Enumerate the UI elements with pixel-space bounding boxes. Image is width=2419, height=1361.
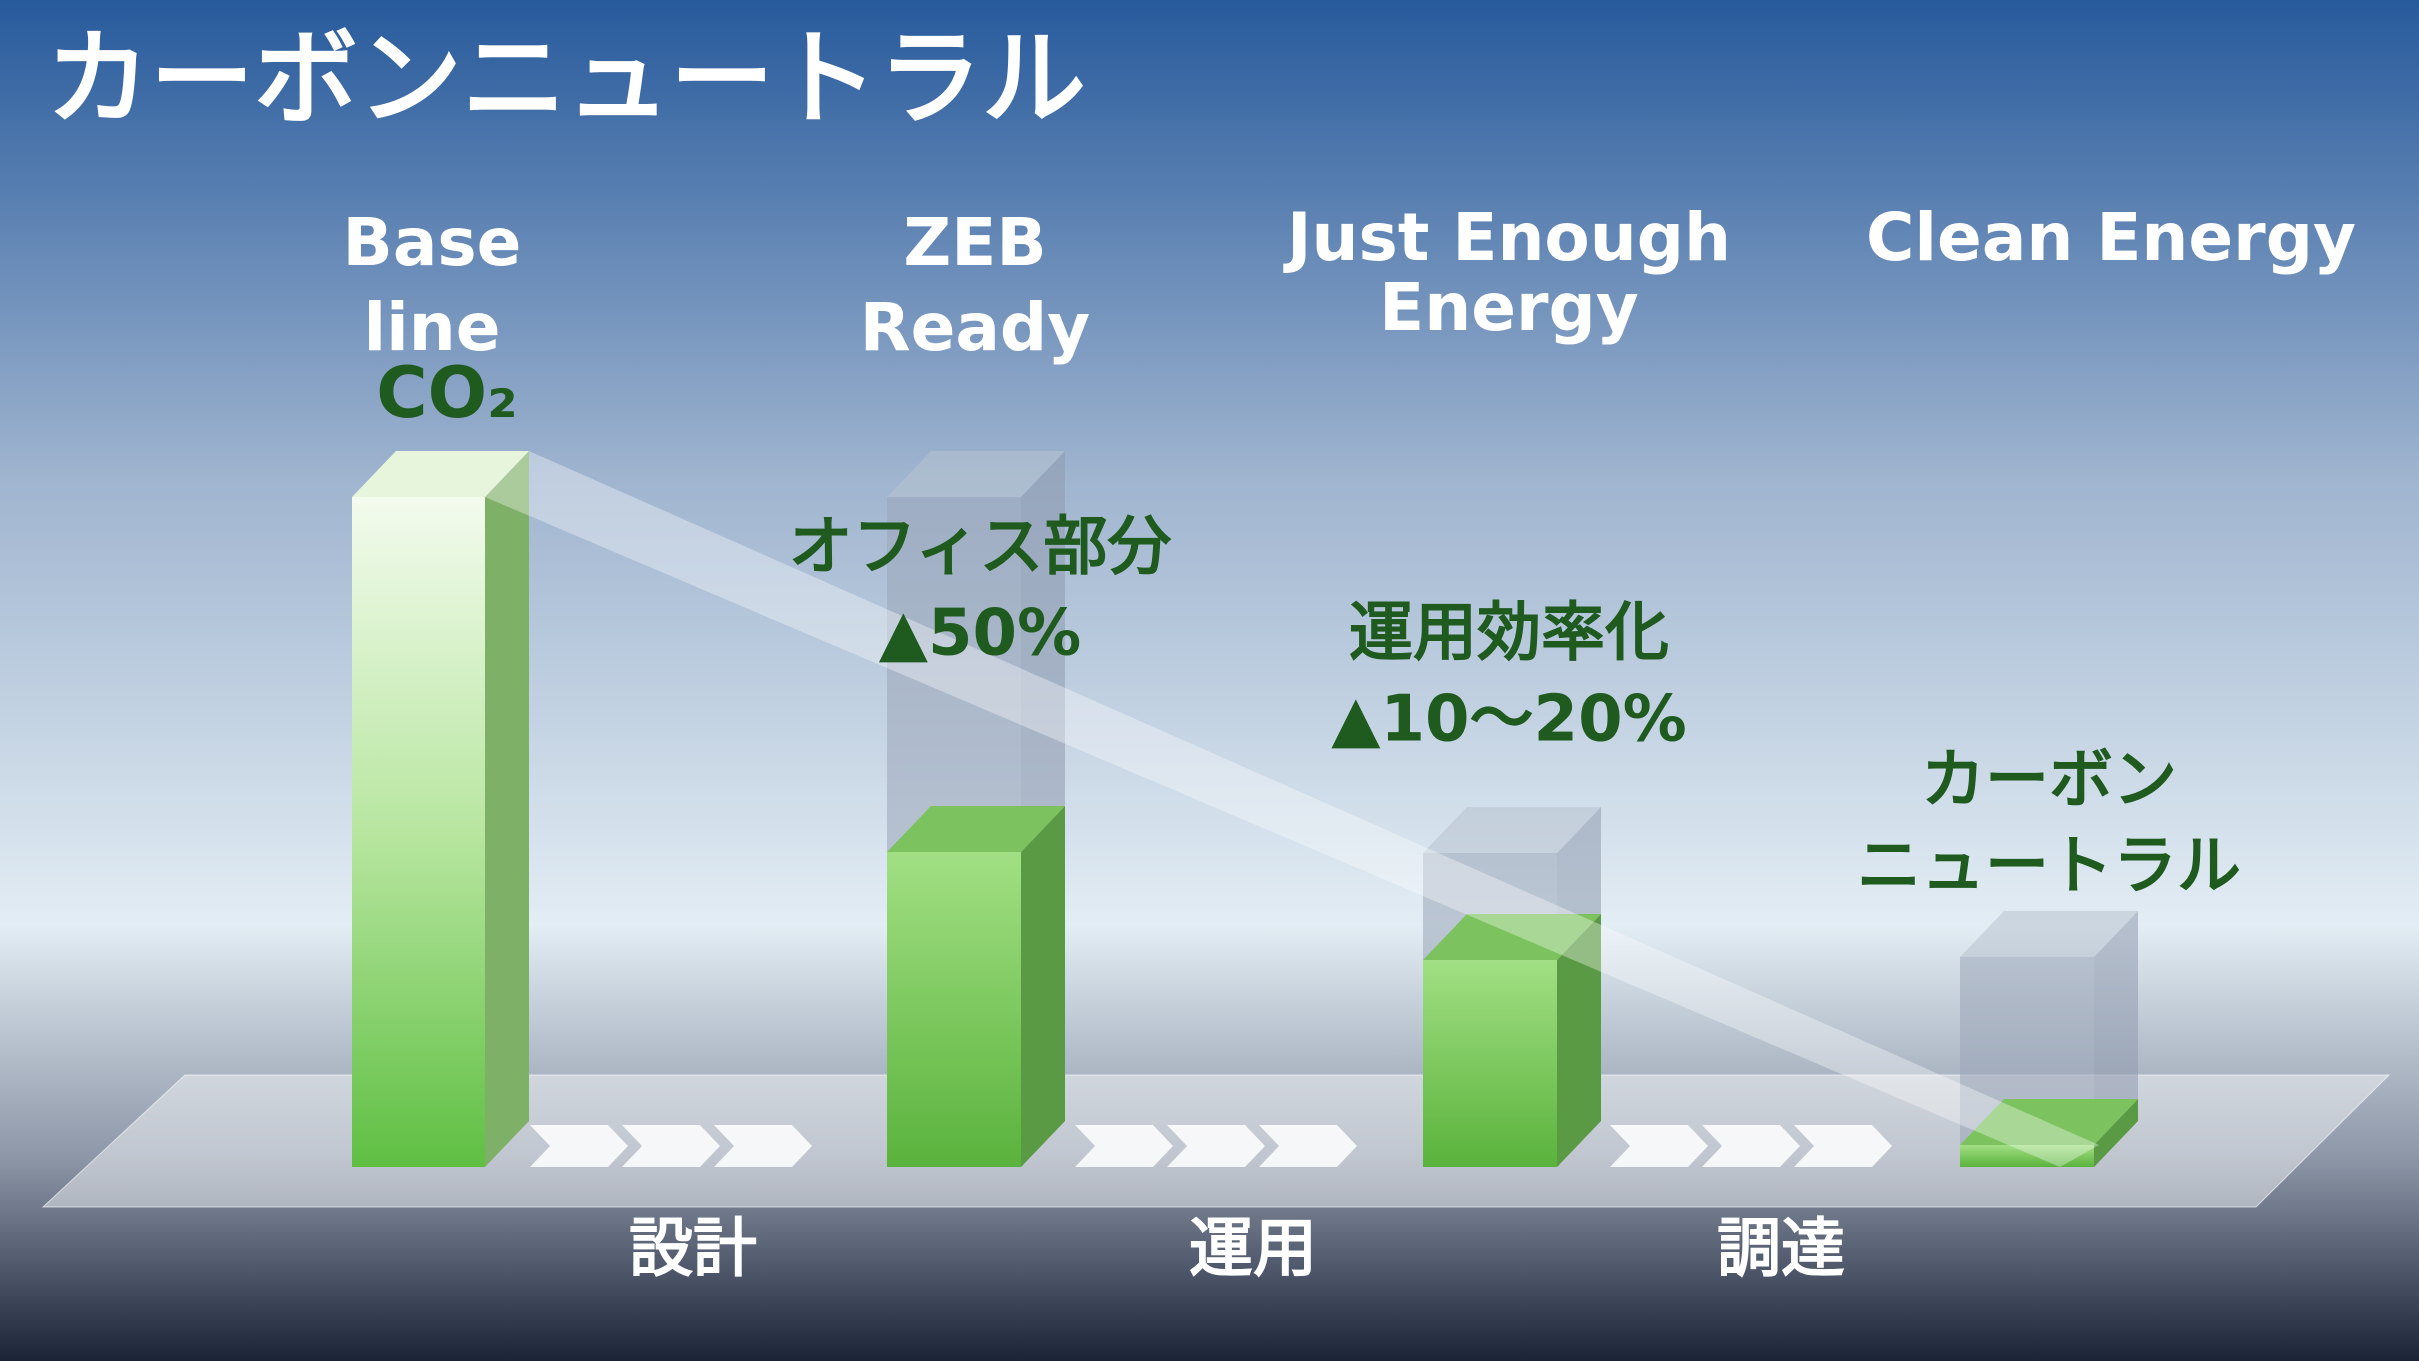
bar-side [1021, 806, 1065, 1167]
annotation: オフィス部分 [789, 511, 1173, 585]
bars [352, 451, 2138, 1167]
bar-side [485, 451, 529, 1167]
bar-front [352, 497, 485, 1167]
bar-top [887, 806, 1065, 852]
bar-side [1557, 914, 1601, 1167]
annotation: ▲10～20% [1331, 683, 1686, 757]
bar-side [2094, 1099, 2138, 1167]
annotation: カーボン [1921, 744, 2177, 818]
trend-band [485, 451, 2099, 1167]
annotation: ▲50% [879, 597, 1081, 671]
chevron [622, 1125, 720, 1167]
co2-label: CO₂ [376, 352, 518, 434]
bar-front [1960, 1145, 2094, 1167]
stage-label: line [364, 289, 501, 366]
stage-label: Energy [1379, 269, 1639, 346]
bar-top [352, 451, 529, 497]
step-label: 調達 [1717, 1213, 1845, 1287]
stage-label: Clean Energy [1866, 199, 2356, 276]
chevron [530, 1125, 628, 1167]
ghost-bar-top [1960, 911, 2138, 957]
stage-label: Ready [860, 289, 1090, 366]
bar-top [1960, 1099, 2138, 1145]
stage-label: ZEB [903, 204, 1046, 281]
chevron [1075, 1125, 1173, 1167]
bar-front [887, 852, 1021, 1167]
annotation: 運用効率化 [1349, 597, 1669, 671]
chevron [1259, 1125, 1357, 1167]
ghost-bar-top [887, 451, 1065, 497]
chevron [714, 1125, 812, 1167]
chevron [1167, 1125, 1265, 1167]
slide-title: カーボンニュートラル [46, 17, 1086, 139]
chevron [1794, 1125, 1892, 1167]
stage-label: Just Enough [1283, 199, 1731, 276]
chevron [1610, 1125, 1708, 1167]
step-label: 運用 [1189, 1213, 1317, 1287]
bar-front [1423, 960, 1557, 1167]
bar-top [1423, 914, 1601, 960]
stage-label: Base [343, 204, 522, 281]
chevron [1702, 1125, 1800, 1167]
ghost-bar-top [1423, 807, 1601, 853]
step-label: 設計 [629, 1213, 757, 1287]
annotation: ニュートラル [1857, 830, 2241, 904]
